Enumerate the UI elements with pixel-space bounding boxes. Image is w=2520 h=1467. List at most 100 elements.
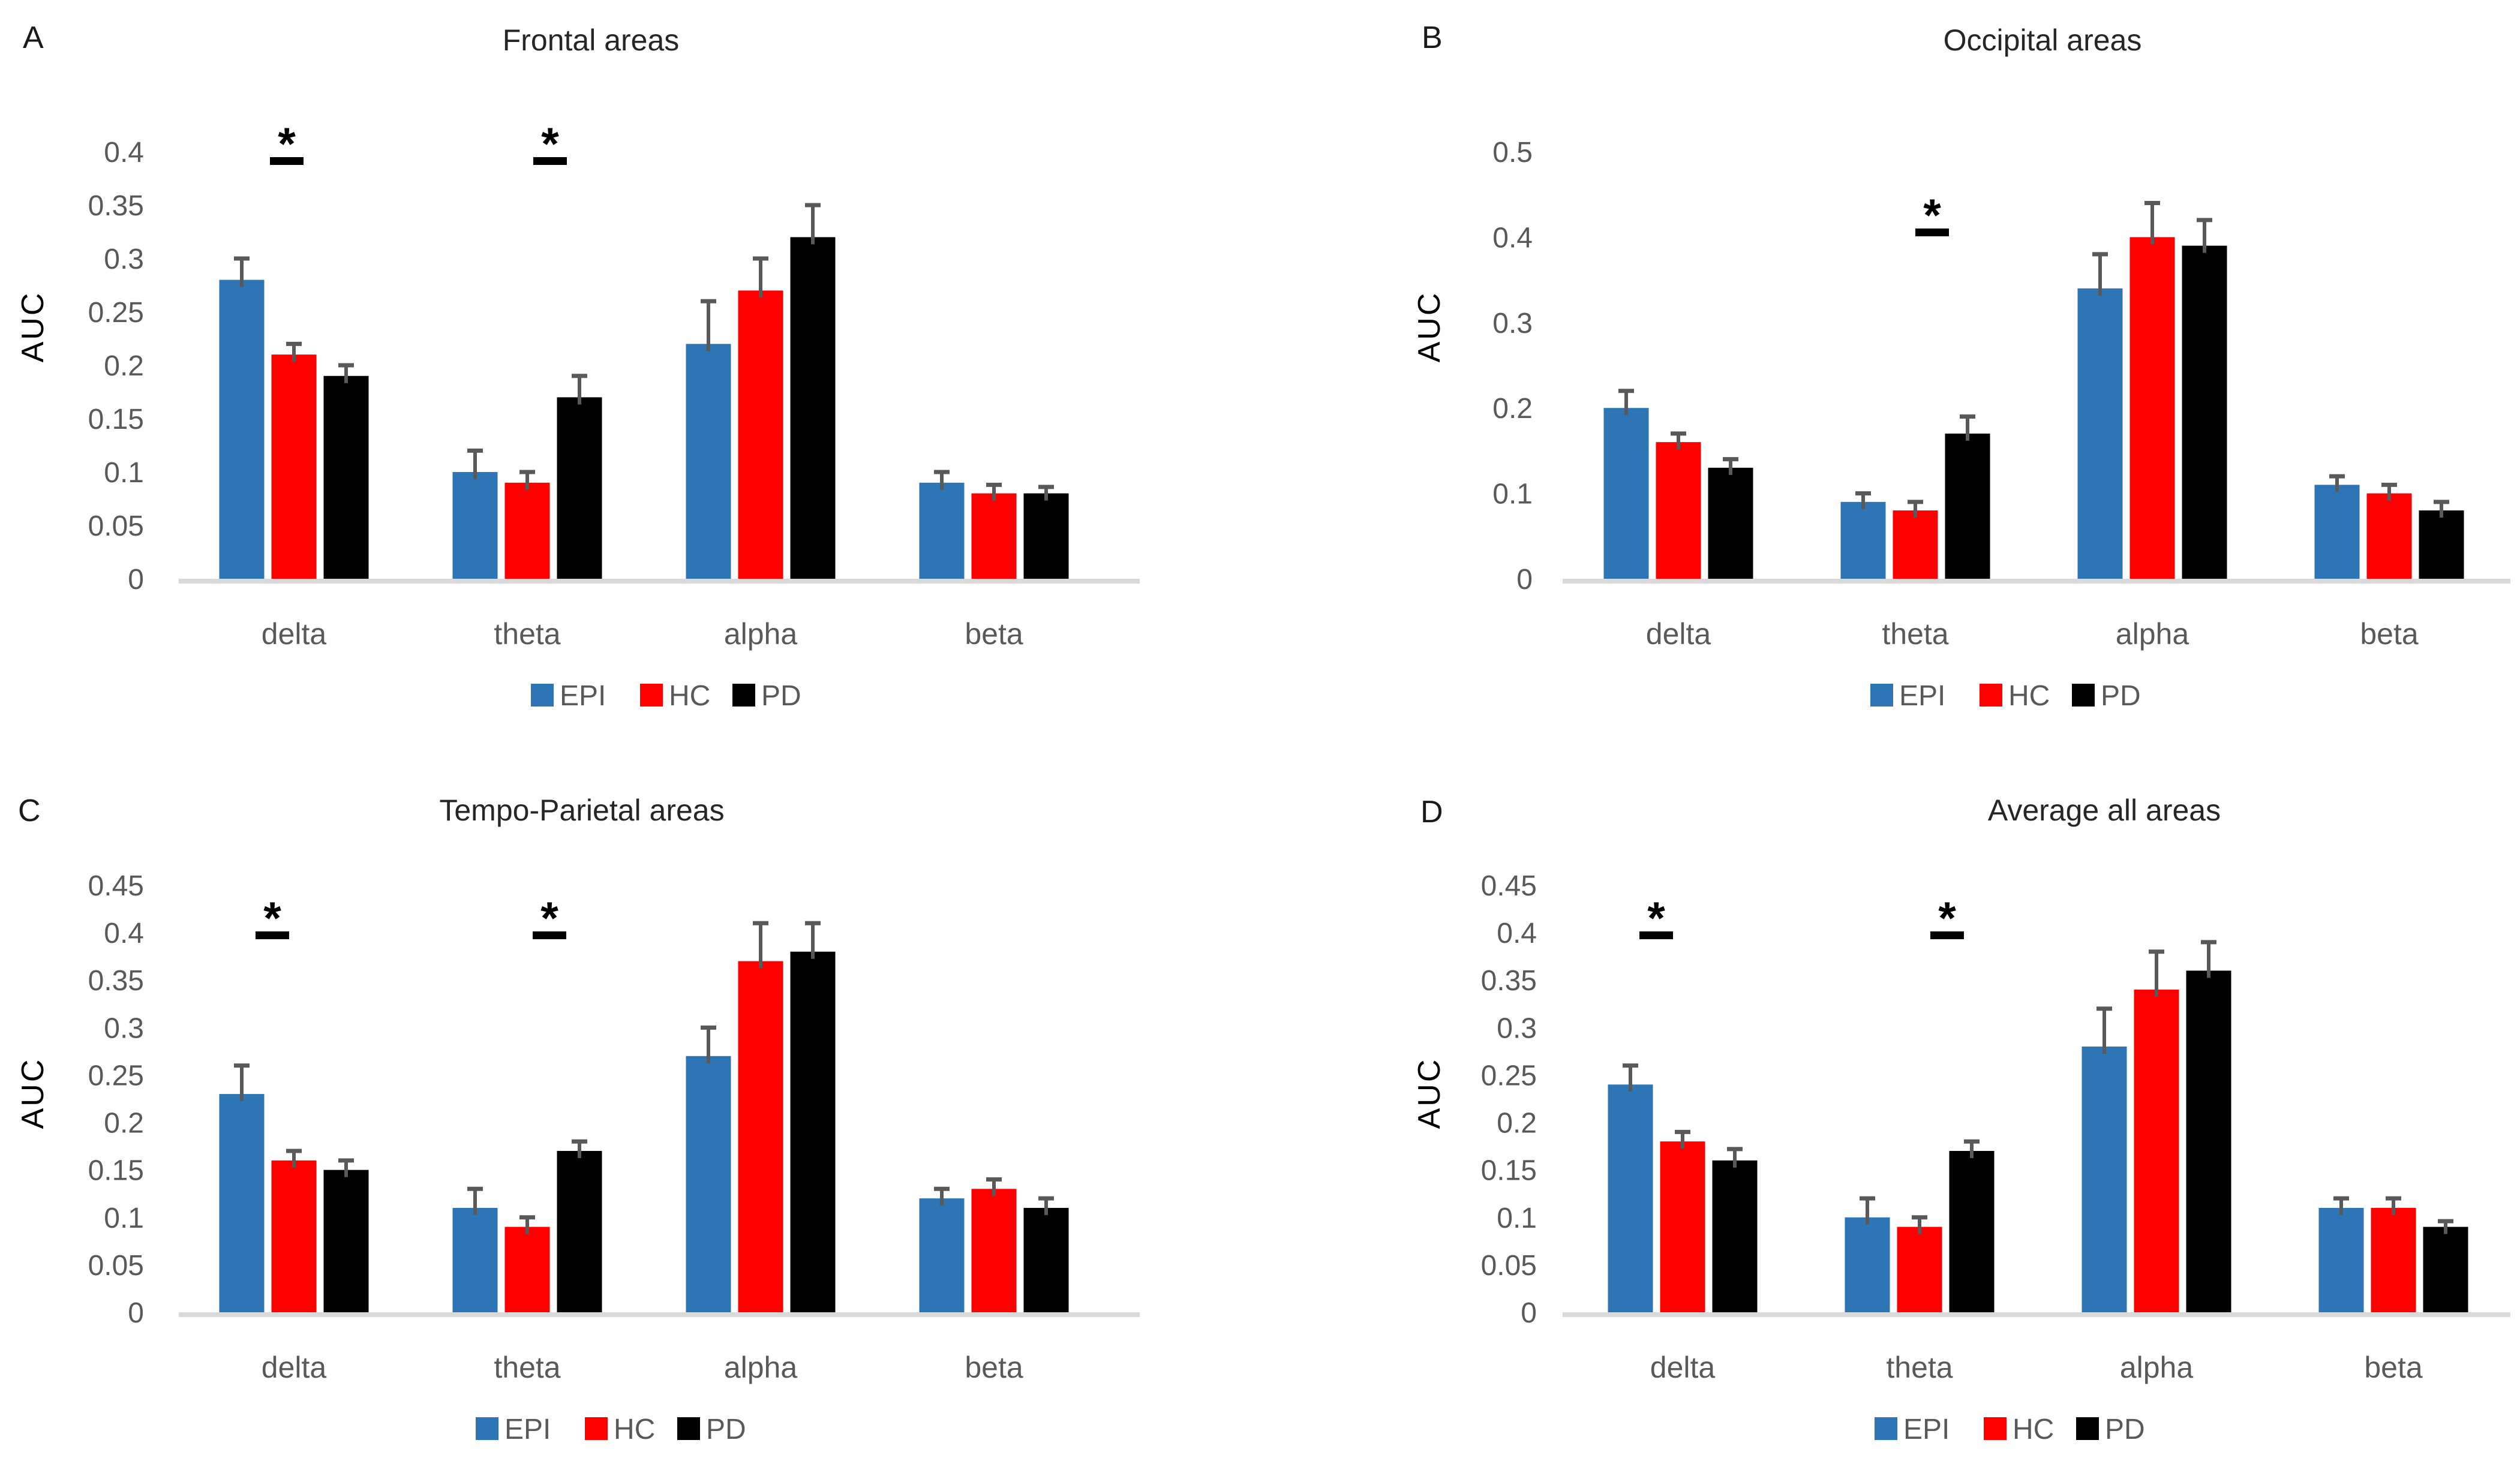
bar-epi-delta	[1603, 408, 1649, 579]
bar-hc-alpha	[738, 961, 783, 1312]
y-tick-label: 0.35	[88, 965, 144, 997]
bar-hc-alpha	[2134, 990, 2179, 1312]
y-tick-label: 0.5	[1492, 137, 1533, 169]
chart-title: Occipital areas	[1944, 23, 2142, 57]
x-category-label: alpha	[724, 617, 798, 651]
panel-occipital-chart: B Occipital areas AUC 0 0.1 0.2 0.3 0.4 0.5 delta…	[1412, 20, 2510, 712]
y-tick-label: 0.2	[1497, 1108, 1537, 1140]
significance-asterisk-delta: *	[1647, 893, 1665, 944]
panel-frontal-areas: A Frontal areas AUC 0 0.05 0.1 0.15 0.2 0.25 0.3 0…	[0, 0, 1260, 734]
bar-pd-beta	[1023, 1207, 1069, 1312]
y-tick-label: 0.45	[88, 870, 144, 902]
y-tick-label: 0.05	[88, 510, 144, 542]
significance-underline-theta	[533, 931, 566, 939]
bar-hc-alpha	[738, 290, 783, 579]
y-tick-label: 0.1	[104, 1203, 144, 1234]
bar-epi-theta	[452, 472, 498, 579]
y-tick-label: 0.3	[1497, 1012, 1537, 1044]
y-tick-label: 0.4	[1492, 222, 1533, 254]
x-category-label: delta	[1646, 617, 1711, 651]
y-axis-title: AUC	[1412, 1058, 1447, 1129]
x-category-label: beta	[2364, 1351, 2423, 1384]
bar-pd-beta	[1023, 493, 1069, 579]
y-tick-label: 0.35	[88, 190, 144, 222]
x-axis-line	[179, 1312, 1140, 1317]
legend-label-pd: PD	[706, 1414, 746, 1445]
y-tick-label: 0	[1521, 1297, 1537, 1329]
panel-letter: C	[18, 793, 41, 828]
x-category-label: theta	[1886, 1351, 1953, 1384]
y-tick-label: 0.35	[1481, 965, 1537, 997]
x-category-label: alpha	[2120, 1351, 2194, 1384]
bar-epi-theta	[1840, 501, 1886, 579]
y-tick-label: 0.15	[88, 404, 144, 435]
bar-epi-alpha	[686, 344, 731, 579]
significance-asterisk-theta: *	[541, 119, 559, 170]
legend-swatch-pd	[2072, 684, 2095, 707]
y-tick-label: 0.15	[1481, 1155, 1537, 1187]
bar-epi-beta	[2318, 1207, 2364, 1312]
y-tick-label: 0	[128, 564, 144, 596]
legend-swatch-pd	[2076, 1417, 2099, 1440]
x-category-label: delta	[262, 617, 327, 651]
bar-epi-delta	[219, 279, 265, 579]
y-tick-label: 0.4	[104, 137, 144, 169]
bar-epi-alpha	[2082, 1046, 2127, 1312]
y-tick-label: 0.25	[88, 297, 144, 329]
legend-label-pd: PD	[2105, 1414, 2145, 1445]
chart-title: Average all areas	[1988, 793, 2221, 827]
bar-pd-alpha	[2186, 970, 2231, 1312]
panel-letter: D	[1420, 795, 1443, 829]
significance-underline-theta	[1915, 229, 1949, 236]
chart-title: Frontal areas	[503, 23, 680, 57]
x-category-label: delta	[1650, 1351, 1716, 1384]
y-tick-label: 0.1	[1497, 1203, 1537, 1234]
significance-underline-theta	[1930, 931, 1964, 939]
significance-underline-delta	[256, 931, 289, 939]
x-category-label: theta	[1882, 617, 1948, 651]
x-category-label: theta	[494, 1351, 560, 1384]
significance-underline-delta	[270, 157, 304, 165]
panel-average-chart: D Average all areas AUC 0 0.05 0.1 0.15 0.2 0.25…	[1412, 793, 2510, 1445]
legend-label-hc: HC	[2013, 1414, 2054, 1445]
bar-epi-theta	[1845, 1217, 1890, 1312]
legend-label-pd: PD	[761, 680, 801, 712]
bar-epi-beta	[2314, 485, 2360, 579]
bar-pd-alpha	[790, 237, 836, 579]
panel-average-all-areas: D Average all areas AUC 0 0.05 0.1 0.15 0.2 0.25…	[1260, 734, 2519, 1467]
bar-epi-alpha	[686, 1056, 731, 1312]
legend-swatch-hc	[1980, 684, 2002, 707]
bar-pd-delta	[323, 1170, 369, 1312]
bar-hc-delta	[1660, 1141, 1705, 1312]
bar-hc-beta	[971, 493, 1017, 579]
y-tick-label: 0.05	[88, 1250, 144, 1282]
legend-swatch-epi	[1875, 1417, 1897, 1440]
legend-swatch-pd	[677, 1417, 700, 1440]
legend-swatch-hc	[640, 684, 663, 707]
x-axis-line	[179, 579, 1140, 584]
legend-swatch-pd	[732, 684, 755, 707]
bar-pd-theta	[1949, 1151, 1995, 1312]
bar-pd-delta	[1708, 467, 1753, 579]
panel-occipital-areas: B Occipital areas AUC 0 0.1 0.2 0.3 0.4 0.5 delta…	[1260, 0, 2519, 734]
panel-letter: B	[1422, 20, 1443, 55]
bar-hc-delta	[271, 354, 317, 579]
significance-asterisk-theta: *	[540, 893, 558, 944]
legend-label-epi: EPI	[560, 680, 606, 712]
bar-pd-beta	[2419, 510, 2464, 579]
bar-pd-beta	[2423, 1226, 2468, 1312]
x-category-label: theta	[494, 617, 560, 651]
x-category-label: alpha	[724, 1351, 798, 1384]
y-tick-label: 0.2	[104, 350, 144, 382]
y-tick-label: 0.3	[104, 244, 144, 275]
bar-hc-alpha	[2129, 237, 2175, 579]
significance-underline-delta	[1639, 931, 1673, 939]
y-tick-label: 0.25	[1481, 1060, 1537, 1092]
bar-pd-alpha	[790, 951, 836, 1312]
y-tick-label: 0.3	[104, 1012, 144, 1044]
y-tick-label: 0.2	[104, 1108, 144, 1140]
x-axis-line	[1563, 579, 2510, 584]
bar-epi-theta	[452, 1207, 498, 1312]
y-tick-label: 0.4	[1497, 918, 1537, 949]
bar-pd-alpha	[2182, 245, 2227, 579]
